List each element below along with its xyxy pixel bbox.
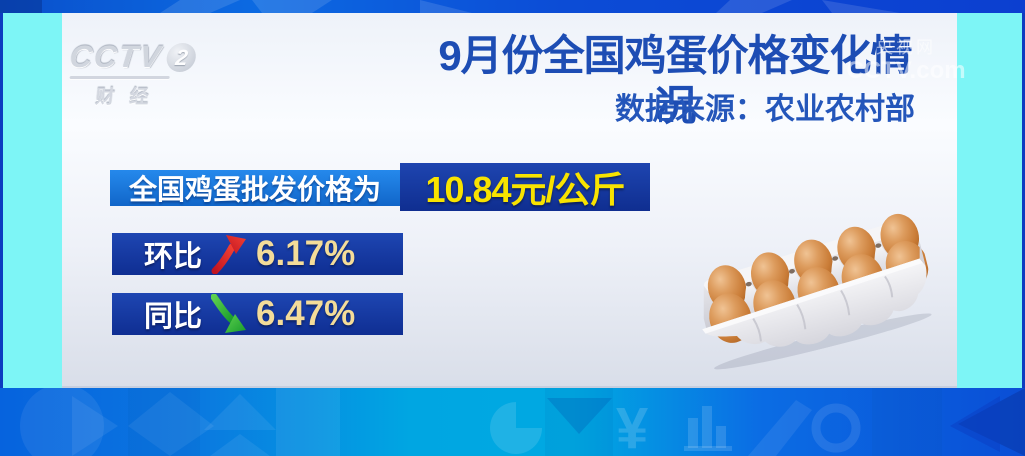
data-source-label: 数据来源：农业农村部 — [615, 93, 915, 126]
cctv-logo-underline — [69, 76, 170, 79]
up-arrow-icon — [211, 234, 247, 275]
bottom-decor-band: ¥ — [0, 384, 1025, 456]
content-card: CCTV 2 财经 9月份全国鸡蛋价格变化情况 数据来源：农业农村部 央视网 C… — [62, 13, 966, 388]
mom-change-row: 环比 6.17% — [112, 233, 403, 275]
cctv-logo-text: CCTV — [68, 39, 165, 74]
right-cyan-bar — [957, 13, 1022, 388]
top-band-pattern — [0, 0, 1025, 13]
yoy-change-row: 同比 6.47% — [112, 293, 403, 335]
page-title: 9月份全国鸡蛋价格变化情况 — [438, 32, 912, 129]
yen-symbol-icon: ¥ — [616, 396, 648, 456]
bar-chart-icon — [684, 406, 732, 451]
top-decor-band — [0, 0, 1025, 13]
mom-value: 6.17% — [256, 234, 356, 273]
yoy-label: 同比 — [144, 301, 203, 333]
left-cyan-bar — [3, 13, 62, 388]
yoy-value: 6.47% — [256, 294, 356, 333]
mom-label: 环比 — [144, 241, 203, 273]
wholesale-price-label: 全国鸡蛋批发价格为 — [110, 170, 400, 206]
down-arrow-icon — [210, 293, 247, 334]
egg-carton-image — [679, 203, 941, 377]
wholesale-price-value: 10.84元/公斤 — [400, 163, 650, 211]
cctv-channel-number: 2 — [165, 42, 198, 72]
cctv2-logo: CCTV 2 财经 — [64, 39, 241, 109]
bottom-band-pattern: ¥ — [0, 384, 1025, 456]
cctv-logo-row: CCTV 2 — [68, 39, 242, 75]
cctv-logo-subtitle: 财经 — [94, 87, 165, 108]
